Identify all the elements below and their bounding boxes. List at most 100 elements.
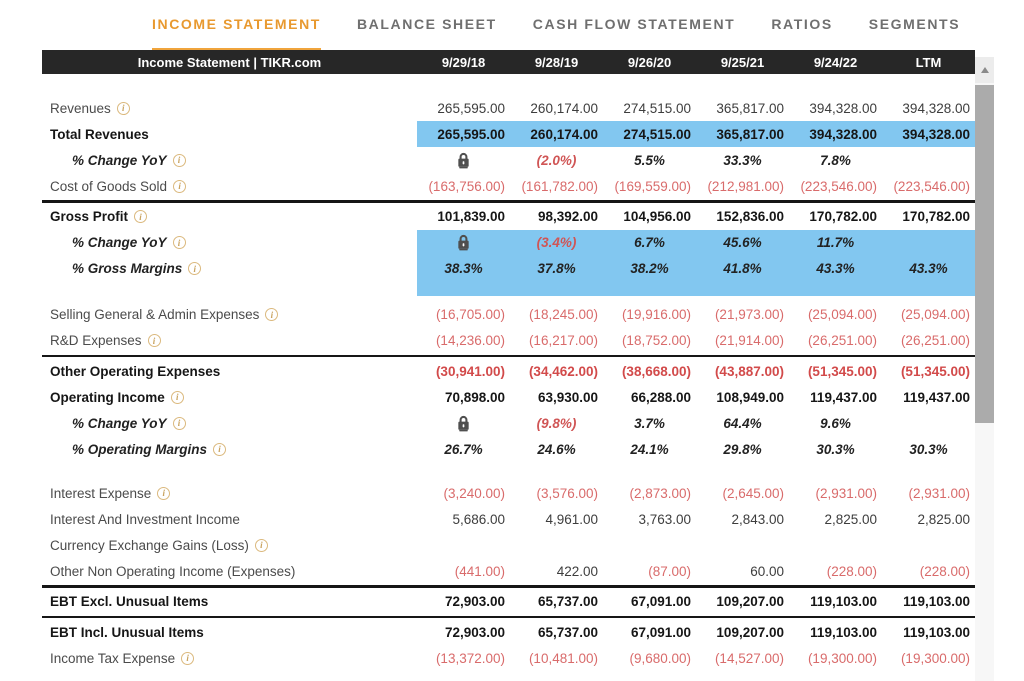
value-cell: 422.00	[556, 563, 598, 579]
column-header-9-24-22: 9/24/22	[813, 54, 858, 70]
row-values: 26.7% 24.6% 24.1% 29.8% 30.3% 30.3%	[417, 436, 975, 462]
value-cell: (13,372.00)	[435, 650, 505, 666]
value-cell: (18,752.00)	[621, 333, 691, 348]
info-icon[interactable]: i	[157, 486, 171, 500]
value-cell: (2.0%)	[536, 152, 577, 168]
value-cell: 33.3%	[723, 152, 762, 168]
value-cell: 260,174.00	[530, 126, 598, 142]
info-icon[interactable]: i	[254, 538, 268, 552]
value-cell: 119,437.00	[903, 389, 970, 405]
row-label-cell: % Operating Margins i	[42, 442, 417, 457]
value-cell: 70,898.00	[444, 389, 505, 405]
value-cell: (223,546.00)	[893, 178, 970, 194]
row-label-cell: Total Revenues	[42, 127, 417, 142]
value-cell: 170,782.00	[902, 209, 970, 224]
tab-income-statement[interactable]: INCOME STATEMENT	[152, 16, 321, 50]
value-cell: 24.1%	[630, 441, 669, 457]
value-cell: 66,288.00	[630, 389, 691, 405]
value-cell: 45.6%	[723, 235, 762, 250]
table-header: Income Statement | TIKR.com 9/29/18 9/28/…	[42, 50, 975, 74]
row-label: % Change YoY	[72, 235, 167, 250]
row-label: R&D Expenses	[50, 333, 142, 348]
row-label-cell: Selling General & Admin Expenses i	[42, 307, 417, 322]
value-cell: 119,103.00	[903, 624, 970, 640]
lock-icon[interactable]	[417, 230, 510, 256]
lock-icon[interactable]	[417, 147, 510, 173]
info-icon[interactable]: i	[173, 179, 187, 193]
row-values: 101,839.00 98,392.00 104,956.00 152,836.00 1…	[417, 204, 975, 230]
value-cell: (18,245.00)	[528, 307, 598, 322]
lock-icon[interactable]	[417, 410, 510, 436]
row-label-cell: Cost of Goods Sold i	[42, 179, 417, 194]
value-cell: 72,903.00	[444, 624, 505, 640]
value-cell: (16,217.00)	[528, 333, 598, 348]
row-values: (163,756.00) (161,782.00) (169,559.00) (212…	[417, 173, 975, 199]
row-label-cell: % Change YoY i	[42, 153, 417, 168]
value-cell: 43.3%	[816, 261, 855, 276]
value-cell: (38,668.00)	[621, 363, 691, 379]
info-icon[interactable]: i	[170, 390, 184, 404]
value-cell: 365,817.00	[716, 100, 784, 116]
row-label: Cost of Goods Sold	[50, 178, 168, 194]
scrollbar-thumb[interactable]	[975, 85, 994, 423]
tab-segments[interactable]: SEGMENTS	[868, 16, 961, 32]
row-other-non-operating-income-expenses: Other Non Operating Income (Expenses) (44…	[42, 558, 975, 584]
column-header-9-26-20: 9/26/20	[627, 54, 672, 70]
section-divider	[42, 615, 975, 618]
info-icon[interactable]: i	[147, 334, 161, 347]
value-cell: (3.4%)	[536, 235, 577, 250]
value-cell: 101,839.00	[437, 209, 505, 224]
row-values: 70,898.00 63,930.00 66,288.00 108,949.00 119…	[417, 384, 975, 410]
row-label-cell: EBT Excl. Unusual Items	[42, 594, 417, 609]
info-icon[interactable]: i	[172, 236, 186, 249]
row-label: Other Operating Expenses	[50, 363, 221, 379]
row-r-d-expenses: R&D Expenses i (14,236.00) (16,217.00) (18,7…	[42, 328, 975, 354]
info-icon[interactable]: i	[116, 101, 130, 115]
info-icon[interactable]: i	[188, 262, 202, 275]
row-spacer	[42, 462, 975, 480]
row-total-revenues: Total Revenues 265,595.00 260,174.00 274,51…	[42, 121, 975, 147]
value-cell: 38.3%	[444, 261, 483, 276]
income-statement-table: Income Statement | TIKR.com 9/29/18 9/28/…	[42, 50, 975, 671]
tab-balance-sheet[interactable]: BALANCE SHEET	[356, 16, 497, 32]
value-cell: (19,916.00)	[621, 307, 691, 322]
value-cell: 72,903.00	[444, 594, 505, 609]
table-body: Revenues i 265,595.00 260,174.00 274,515.00 3…	[42, 74, 975, 671]
info-icon[interactable]: i	[213, 442, 227, 456]
row-values: 72,903.00 65,737.00 67,091.00 109,207.00 119…	[417, 619, 975, 645]
value-cell: (10,481.00)	[528, 650, 598, 666]
value-cell: (161,782.00)	[521, 178, 598, 194]
value-cell: (34,462.00)	[528, 363, 598, 379]
scroll-up-button[interactable]	[975, 57, 994, 83]
row-income-tax-expense: Income Tax Expense i (13,372.00) (10,481.00…	[42, 645, 975, 671]
value-cell: (30,941.00)	[435, 363, 505, 379]
row-label: Selling General & Admin Expenses	[50, 307, 260, 322]
value-cell: 67,091.00	[630, 624, 691, 640]
row-label: % Operating Margins	[72, 441, 208, 457]
info-icon[interactable]: i	[181, 651, 195, 665]
highlight-padding	[42, 281, 975, 296]
value-cell: (19,300.00)	[807, 650, 877, 666]
row-label-cell: Other Operating Expenses	[42, 364, 417, 379]
tab-ratios[interactable]: RATIOS	[771, 16, 833, 32]
value-cell: 64.4%	[723, 415, 762, 431]
row-gross-profit: Gross Profit i 101,839.00 98,392.00 104,956.…	[42, 204, 975, 230]
info-icon[interactable]: i	[265, 308, 279, 321]
row-label: Other Non Operating Income (Expenses)	[50, 563, 296, 579]
vertical-scrollbar[interactable]	[975, 57, 994, 681]
info-icon[interactable]: i	[134, 210, 148, 223]
info-icon[interactable]: i	[172, 153, 186, 167]
row-change-yoy: % Change YoY i (2.0%) 5.5% 33.3% 7.8%	[42, 147, 975, 173]
value-cell: 104,956.00	[623, 209, 691, 224]
value-cell: (3,576.00)	[536, 485, 598, 501]
row-values: 265,595.00 260,174.00 274,515.00 365,817.00…	[417, 121, 975, 147]
value-cell: 394,328.00	[809, 100, 877, 116]
row-values: (3.4%) 6.7% 45.6% 11.7%	[417, 229, 975, 256]
row-label: Operating Income	[50, 389, 165, 405]
value-cell: 67,091.00	[630, 594, 691, 609]
row-label-cell: % Gross Margins i	[42, 261, 417, 276]
tab-cash-flow-statement[interactable]: CASH FLOW STATEMENT	[532, 16, 736, 32]
value-cell: (163,756.00)	[428, 178, 505, 194]
value-cell: (212,981.00)	[707, 178, 784, 194]
info-icon[interactable]: i	[172, 416, 186, 430]
